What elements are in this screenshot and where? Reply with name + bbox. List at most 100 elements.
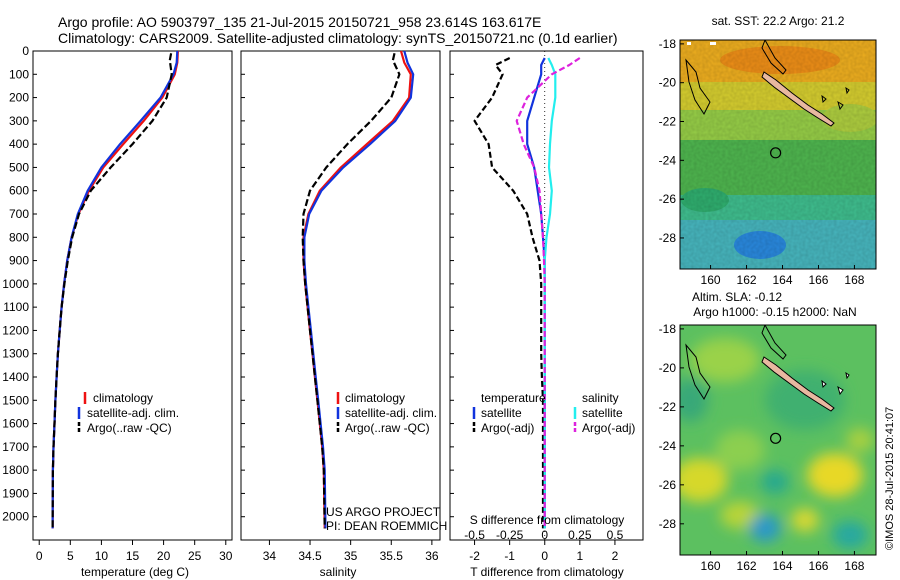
salinity-legend-climatology: climatology bbox=[345, 391, 405, 405]
depth-tick-label: 900 bbox=[9, 254, 29, 268]
depth-tick-label: 600 bbox=[9, 184, 29, 198]
lon-tick-label: 162 bbox=[737, 559, 757, 573]
legend-salinity-argo: Argo(-adj) bbox=[582, 421, 635, 435]
lon-tick-label: 162 bbox=[737, 273, 757, 287]
x-tick-label: 2 bbox=[612, 549, 619, 563]
sla-argo-marker bbox=[770, 432, 782, 444]
series-satellite-adj-clim- bbox=[303, 50, 415, 529]
series-salinity-satellite bbox=[543, 57, 557, 529]
sst-map-frame bbox=[679, 39, 877, 270]
sla-coastline-west bbox=[685, 343, 711, 401]
x-tick-label: 10 bbox=[95, 549, 109, 563]
difference-xlabel-top: S difference from climatology bbox=[470, 513, 625, 527]
depth-tick-label: 0 bbox=[22, 44, 29, 58]
x-tick-label: 1 bbox=[576, 549, 583, 563]
depth-tick-label: 1400 bbox=[2, 370, 29, 384]
series-argo-raw-qc- bbox=[301, 53, 401, 529]
s-tick-label: 0.5 bbox=[607, 528, 624, 542]
depth-tick-label: 700 bbox=[9, 207, 29, 221]
x-tick-label: 25 bbox=[188, 549, 202, 563]
depth-tick-label: 1100 bbox=[3, 300, 29, 314]
depth-tick-label: 1000 bbox=[2, 277, 29, 291]
legend-salinity-title: salinity bbox=[582, 391, 619, 405]
salinity-xlabel: salinity bbox=[320, 565, 357, 579]
sst-islands bbox=[821, 86, 850, 111]
sla-field bbox=[680, 325, 876, 555]
salinity-axes-frame bbox=[240, 50, 441, 541]
sst-field bbox=[680, 40, 876, 269]
sla-map: Altim. SLA: -0.12 Argo h1000: -0.15 h200… bbox=[659, 290, 877, 573]
temperature-legend: climatology satellite-adj. clim. Argo(..… bbox=[77, 391, 179, 435]
x-tick-label: 34 bbox=[263, 549, 277, 563]
s-tick-label: -0.25 bbox=[496, 528, 524, 542]
x-tick-label: 0 bbox=[541, 549, 548, 563]
lat-tick-label: -18 bbox=[659, 37, 677, 51]
legend-temperature-satellite: satellite bbox=[481, 406, 522, 420]
lat-tick-label: -26 bbox=[659, 478, 677, 492]
lat-tick-label: -22 bbox=[659, 400, 677, 414]
depth-tick-label: 300 bbox=[9, 114, 29, 128]
depth-tick-label: 800 bbox=[9, 230, 29, 244]
depth-tick-label: 1300 bbox=[2, 347, 29, 361]
lat-tick-label: -28 bbox=[659, 517, 677, 531]
x-tick-label: 30 bbox=[219, 549, 233, 563]
lat-tick-label: -28 bbox=[659, 231, 677, 245]
series-satellite-adj-clim- bbox=[51, 50, 179, 529]
difference-panel: -2 -1 0 1 2-0.5 -0.25 0 0.25 0.5 T difference fr… bbox=[449, 50, 644, 579]
lon-tick-label: 168 bbox=[844, 559, 864, 573]
temperature-legend-climatology: climatology bbox=[93, 391, 153, 405]
lon-tick-label: 166 bbox=[808, 273, 828, 287]
temperature-xlabel: temperature (deg C) bbox=[81, 565, 189, 579]
depth-tick-label: 1200 bbox=[2, 323, 29, 337]
depth-tick-label: 1900 bbox=[2, 486, 29, 500]
lat-tick-label: -20 bbox=[659, 76, 677, 90]
x-tick-label: 34.5 bbox=[298, 549, 322, 563]
sst-coastline-north bbox=[761, 40, 787, 75]
s-tick-label: 0.25 bbox=[568, 528, 592, 542]
difference-xlabel: T difference from climatology bbox=[470, 565, 624, 579]
x-tick-label: 15 bbox=[126, 549, 140, 563]
x-tick-label: 35.5 bbox=[380, 549, 404, 563]
sst-argo-marker bbox=[770, 147, 782, 159]
depth-tick-label: 1500 bbox=[2, 393, 29, 407]
lat-tick-label: -22 bbox=[659, 115, 677, 129]
sla-coastline-new-caledonia bbox=[761, 356, 835, 412]
series-temperature-argo-adj- bbox=[473, 57, 545, 529]
salinity-legend-argo: Argo(..raw -QC) bbox=[345, 421, 430, 435]
lon-tick-label: 160 bbox=[701, 273, 721, 287]
legend-temperature-title: temperature bbox=[481, 391, 546, 405]
lon-tick-label: 160 bbox=[701, 559, 721, 573]
series-argo-raw-qc- bbox=[51, 53, 173, 529]
s-tick-label: -0.5 bbox=[464, 528, 485, 542]
legend-temperature-argo: Argo(-adj) bbox=[481, 421, 534, 435]
lon-tick-label: 164 bbox=[772, 559, 792, 573]
salinity-legend: climatology satellite-adj. clim. Argo(..… bbox=[336, 391, 437, 435]
sst-map-title: sat. SST: 22.2 Argo: 21.2 bbox=[712, 14, 845, 28]
lat-tick-label: -24 bbox=[659, 439, 677, 453]
sla-map-subtitle: Argo h1000: -0.15 h2000: NaN bbox=[693, 305, 856, 319]
x-tick-label: -2 bbox=[469, 549, 480, 563]
difference-axes-frame bbox=[449, 50, 644, 541]
credit-stamp: ©IMOS 28-Jul-2015 20:41:07 bbox=[884, 407, 896, 550]
difference-legend: temperature satellite Argo(-adj) salinit… bbox=[472, 391, 635, 435]
sst-coastline-new-caledonia bbox=[761, 71, 835, 127]
temperature-legend-argo: Argo(..raw -QC) bbox=[87, 421, 172, 435]
project-annotation: US ARGO PROJECT bbox=[326, 505, 441, 519]
x-tick-label: -1 bbox=[504, 549, 515, 563]
temperature-panel: 0100200300400500600700800900100011001200… bbox=[2, 44, 232, 579]
depth-tick-label: 200 bbox=[9, 91, 29, 105]
sla-map-frame bbox=[679, 324, 877, 556]
series-climatology bbox=[51, 50, 179, 529]
sst-map: sat. SST: 22.2 Argo: 21.2 160 162 164 166 16… bbox=[659, 14, 877, 287]
depth-tick-label: 400 bbox=[9, 137, 29, 151]
x-tick-label: 20 bbox=[157, 549, 171, 563]
depth-tick-label: 1700 bbox=[2, 440, 29, 454]
series-salinity-argo-adj- bbox=[515, 57, 581, 529]
depth-tick-label: 2000 bbox=[2, 510, 29, 524]
lat-tick-label: -24 bbox=[659, 153, 677, 167]
sla-map-title: Altim. SLA: -0.12 bbox=[692, 290, 782, 304]
temperature-legend-satellite: satellite-adj. clim. bbox=[87, 406, 179, 420]
depth-tick-label: 1800 bbox=[2, 463, 29, 477]
lon-tick-label: 166 bbox=[808, 559, 828, 573]
